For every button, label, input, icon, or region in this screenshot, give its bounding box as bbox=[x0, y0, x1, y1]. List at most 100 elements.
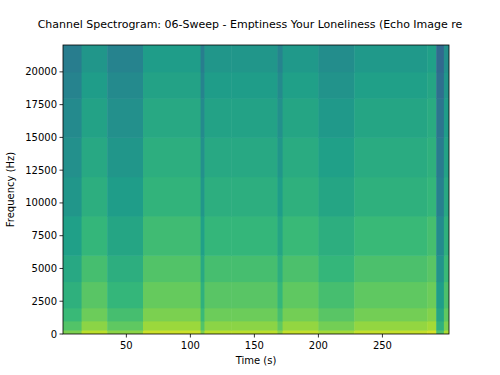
cell bbox=[283, 98, 319, 138]
cell bbox=[204, 321, 231, 331]
y-tick-label: 20000 bbox=[25, 66, 57, 77]
x-label: Time (s) bbox=[235, 355, 277, 366]
cell bbox=[63, 216, 82, 256]
cell bbox=[231, 177, 278, 217]
cell bbox=[277, 45, 283, 72]
cell bbox=[277, 72, 283, 99]
cell bbox=[143, 282, 201, 309]
cell bbox=[82, 255, 108, 282]
cell bbox=[436, 216, 444, 256]
y-tick-label: 0 bbox=[51, 329, 57, 340]
cell bbox=[436, 255, 444, 282]
y-tick-label: 5000 bbox=[32, 263, 57, 274]
cell bbox=[82, 72, 108, 99]
cell bbox=[231, 72, 278, 99]
cell bbox=[107, 321, 143, 331]
cell bbox=[427, 308, 436, 322]
cell bbox=[318, 72, 354, 99]
y-tick-label: 15000 bbox=[25, 132, 57, 143]
cell bbox=[318, 282, 354, 309]
cell bbox=[201, 216, 205, 256]
cell bbox=[204, 255, 231, 282]
cell bbox=[231, 255, 278, 282]
cell bbox=[354, 282, 427, 309]
cell bbox=[63, 308, 82, 322]
x-tick bbox=[382, 334, 383, 338]
cell bbox=[318, 308, 354, 322]
y-tick bbox=[60, 334, 64, 335]
cell bbox=[107, 45, 143, 72]
cell bbox=[444, 98, 449, 138]
cell bbox=[201, 72, 205, 99]
cell bbox=[201, 177, 205, 217]
cell bbox=[143, 98, 201, 138]
cell bbox=[204, 137, 231, 177]
cell bbox=[427, 255, 436, 282]
cell bbox=[201, 137, 205, 177]
cell bbox=[82, 137, 108, 177]
cell bbox=[354, 137, 427, 177]
cell bbox=[107, 72, 143, 99]
cell bbox=[204, 98, 231, 138]
cell bbox=[354, 177, 427, 217]
cell bbox=[354, 255, 427, 282]
cell bbox=[283, 321, 319, 331]
cell bbox=[143, 308, 201, 322]
cell bbox=[201, 321, 205, 331]
cell bbox=[204, 216, 231, 256]
cell bbox=[444, 330, 449, 334]
x-tick-label: 50 bbox=[120, 340, 133, 351]
y-tick-label: 10000 bbox=[25, 197, 57, 208]
cell bbox=[82, 308, 108, 322]
cell bbox=[283, 72, 319, 99]
cell bbox=[427, 216, 436, 256]
cell bbox=[231, 98, 278, 138]
cell bbox=[201, 330, 205, 334]
cell bbox=[427, 177, 436, 217]
cell bbox=[427, 321, 436, 331]
cell bbox=[82, 321, 108, 331]
cell bbox=[143, 72, 201, 99]
cell bbox=[107, 330, 143, 334]
cell bbox=[427, 282, 436, 309]
y-tick-label: 17500 bbox=[25, 99, 57, 110]
y-tick bbox=[60, 137, 64, 138]
cell bbox=[318, 177, 354, 217]
cell bbox=[444, 308, 449, 322]
x-tick bbox=[254, 334, 255, 338]
cell bbox=[201, 45, 205, 72]
cell bbox=[143, 177, 201, 217]
cell bbox=[277, 137, 283, 177]
cell bbox=[354, 45, 427, 72]
cell bbox=[143, 137, 201, 177]
cell bbox=[283, 177, 319, 217]
cell bbox=[444, 321, 449, 331]
cell bbox=[107, 308, 143, 322]
cell bbox=[444, 216, 449, 256]
y-tick bbox=[60, 268, 64, 269]
cell bbox=[143, 321, 201, 331]
cell bbox=[283, 308, 319, 322]
cell bbox=[427, 45, 436, 72]
cell bbox=[436, 137, 444, 177]
cell bbox=[427, 137, 436, 177]
cell bbox=[436, 72, 444, 99]
cell bbox=[143, 45, 201, 72]
y-tick-label: 7500 bbox=[32, 230, 57, 241]
cell bbox=[427, 98, 436, 138]
cell bbox=[444, 282, 449, 309]
cell bbox=[427, 330, 436, 334]
cell bbox=[283, 137, 319, 177]
cell bbox=[107, 282, 143, 309]
cell bbox=[318, 98, 354, 138]
cell bbox=[427, 72, 436, 99]
cell bbox=[318, 330, 354, 334]
cell bbox=[444, 45, 449, 72]
cell bbox=[107, 137, 143, 177]
cell bbox=[318, 321, 354, 331]
cell bbox=[107, 255, 143, 282]
y-tick-label: 2500 bbox=[32, 296, 57, 307]
cell bbox=[318, 45, 354, 72]
cell bbox=[277, 308, 283, 322]
cell bbox=[318, 216, 354, 256]
